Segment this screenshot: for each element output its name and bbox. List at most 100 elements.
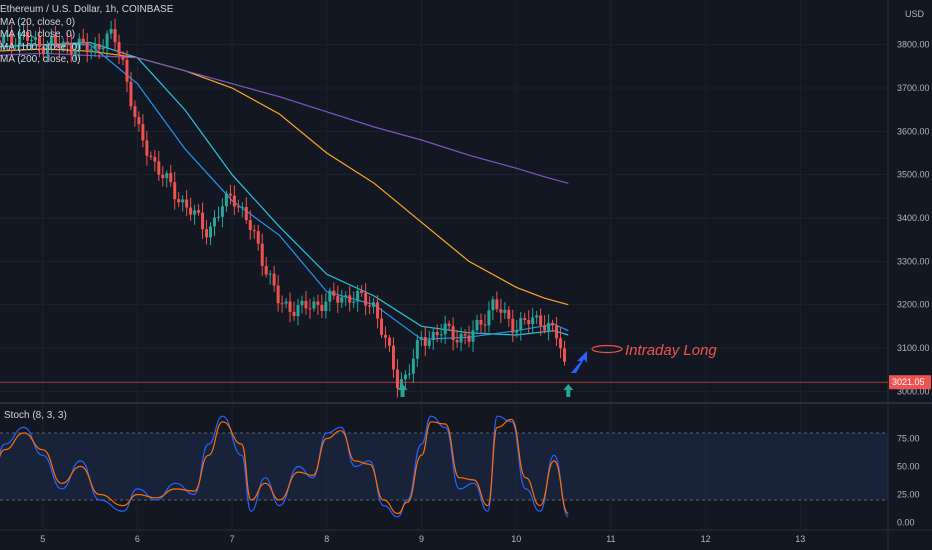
candle-body bbox=[169, 173, 173, 183]
candle-body bbox=[419, 337, 423, 341]
candle-body bbox=[316, 301, 320, 305]
candle-body bbox=[368, 305, 372, 307]
y-tick-label: 3700.00 bbox=[897, 83, 930, 93]
candle-body bbox=[41, 46, 45, 55]
candle-body bbox=[14, 44, 18, 46]
candle-body bbox=[185, 199, 189, 208]
candle-body bbox=[165, 173, 169, 179]
price-series bbox=[0, 18, 566, 398]
candle-body bbox=[300, 300, 304, 306]
candle-body bbox=[240, 206, 244, 208]
candle-body bbox=[380, 318, 384, 335]
candle-body bbox=[399, 379, 403, 389]
y-tick-label: 3600.00 bbox=[897, 126, 930, 136]
candle-body bbox=[45, 43, 49, 55]
candle-body bbox=[559, 338, 563, 349]
candle-body bbox=[125, 59, 129, 82]
candle-body bbox=[113, 28, 117, 43]
candle-body bbox=[276, 285, 280, 304]
candle-body bbox=[555, 325, 559, 339]
osc-y-tick-label: 50.00 bbox=[897, 462, 920, 472]
candle-body bbox=[288, 301, 292, 312]
signal-arrow-up-icon bbox=[397, 384, 408, 397]
candle-body bbox=[411, 358, 415, 374]
candle-body bbox=[30, 40, 34, 42]
candle-body bbox=[121, 55, 125, 60]
candle-body bbox=[451, 326, 455, 341]
candle-body bbox=[216, 216, 220, 218]
x-tick-label: 13 bbox=[795, 534, 805, 544]
candle-body bbox=[543, 325, 547, 331]
candle-body bbox=[205, 229, 209, 238]
candle-body bbox=[364, 293, 368, 306]
osc-y-tick-label: 75.00 bbox=[897, 434, 920, 444]
candle-body bbox=[73, 49, 77, 55]
candle-body bbox=[197, 210, 201, 213]
annotation-arrow-icon bbox=[571, 351, 588, 373]
candle-body bbox=[562, 348, 566, 362]
oscillator-legend[interactable]: Stoch (8, 3, 3) bbox=[4, 410, 67, 421]
candle-body bbox=[18, 32, 22, 45]
candle-body bbox=[503, 309, 507, 313]
candle-body bbox=[228, 193, 232, 196]
candle-body bbox=[479, 320, 483, 325]
candle-body bbox=[308, 308, 312, 310]
candle-body bbox=[77, 38, 81, 50]
candle-body bbox=[463, 333, 467, 336]
candle-body bbox=[109, 28, 113, 34]
candle-body bbox=[260, 243, 264, 266]
candle-body bbox=[212, 217, 216, 227]
candle-body bbox=[340, 297, 344, 303]
candle-body bbox=[256, 231, 260, 244]
y-tick-label: 3500.00 bbox=[897, 170, 930, 180]
candle-body bbox=[264, 265, 268, 275]
x-tick-label: 11 bbox=[606, 534, 615, 544]
candle-body bbox=[344, 295, 348, 298]
candle-body bbox=[153, 157, 157, 162]
candle-body bbox=[519, 318, 523, 331]
stoch-k-line bbox=[0, 415, 569, 518]
last-price-tag bbox=[889, 375, 931, 390]
candle-body bbox=[439, 334, 443, 336]
legend-ma20[interactable]: MA (20, close, 0) bbox=[0, 16, 76, 28]
candle-body bbox=[535, 315, 539, 318]
x-tick-label: 12 bbox=[701, 534, 711, 544]
x-tick-label: 8 bbox=[324, 534, 329, 544]
candle-body bbox=[93, 43, 97, 50]
x-tick-label: 10 bbox=[511, 534, 521, 544]
candle-body bbox=[531, 317, 535, 325]
candle-body bbox=[161, 174, 165, 179]
legend-ma200[interactable]: MA (200, close, 0) bbox=[0, 54, 81, 65]
candle-body bbox=[248, 219, 252, 231]
candle-body bbox=[407, 373, 411, 375]
candle-body bbox=[320, 304, 324, 311]
osc-y-tick-label: 25.00 bbox=[897, 489, 920, 499]
candle-body bbox=[395, 369, 399, 389]
candle-body bbox=[236, 206, 240, 208]
signal-arrow-up-icon bbox=[563, 384, 574, 397]
candle-body bbox=[105, 33, 109, 48]
candle-body bbox=[328, 290, 332, 302]
candle-body bbox=[280, 303, 284, 305]
candle-body bbox=[133, 106, 137, 118]
candle-body bbox=[475, 320, 479, 331]
candle-body bbox=[427, 340, 431, 346]
y-tick-label: 3200.00 bbox=[897, 300, 930, 310]
candle-body bbox=[85, 42, 89, 53]
candle-body bbox=[495, 299, 499, 310]
candle-body bbox=[6, 34, 10, 36]
candle-body bbox=[515, 330, 519, 333]
moving-averages bbox=[0, 41, 569, 340]
candle-body bbox=[232, 195, 236, 207]
y-tick-label: 3100.00 bbox=[897, 343, 930, 353]
candle-body bbox=[145, 140, 149, 156]
candle-body bbox=[403, 374, 407, 380]
y-tick-label: 3000.00 bbox=[897, 386, 930, 396]
candle-body bbox=[224, 193, 228, 207]
candle-body bbox=[296, 305, 300, 317]
legend-ma40[interactable]: MA (40, close, 0) bbox=[0, 29, 76, 40]
x-tick-label: 5 bbox=[40, 534, 45, 544]
candle-body bbox=[539, 315, 543, 326]
legend-ma100[interactable]: MA (100, close, 0) bbox=[0, 41, 81, 53]
